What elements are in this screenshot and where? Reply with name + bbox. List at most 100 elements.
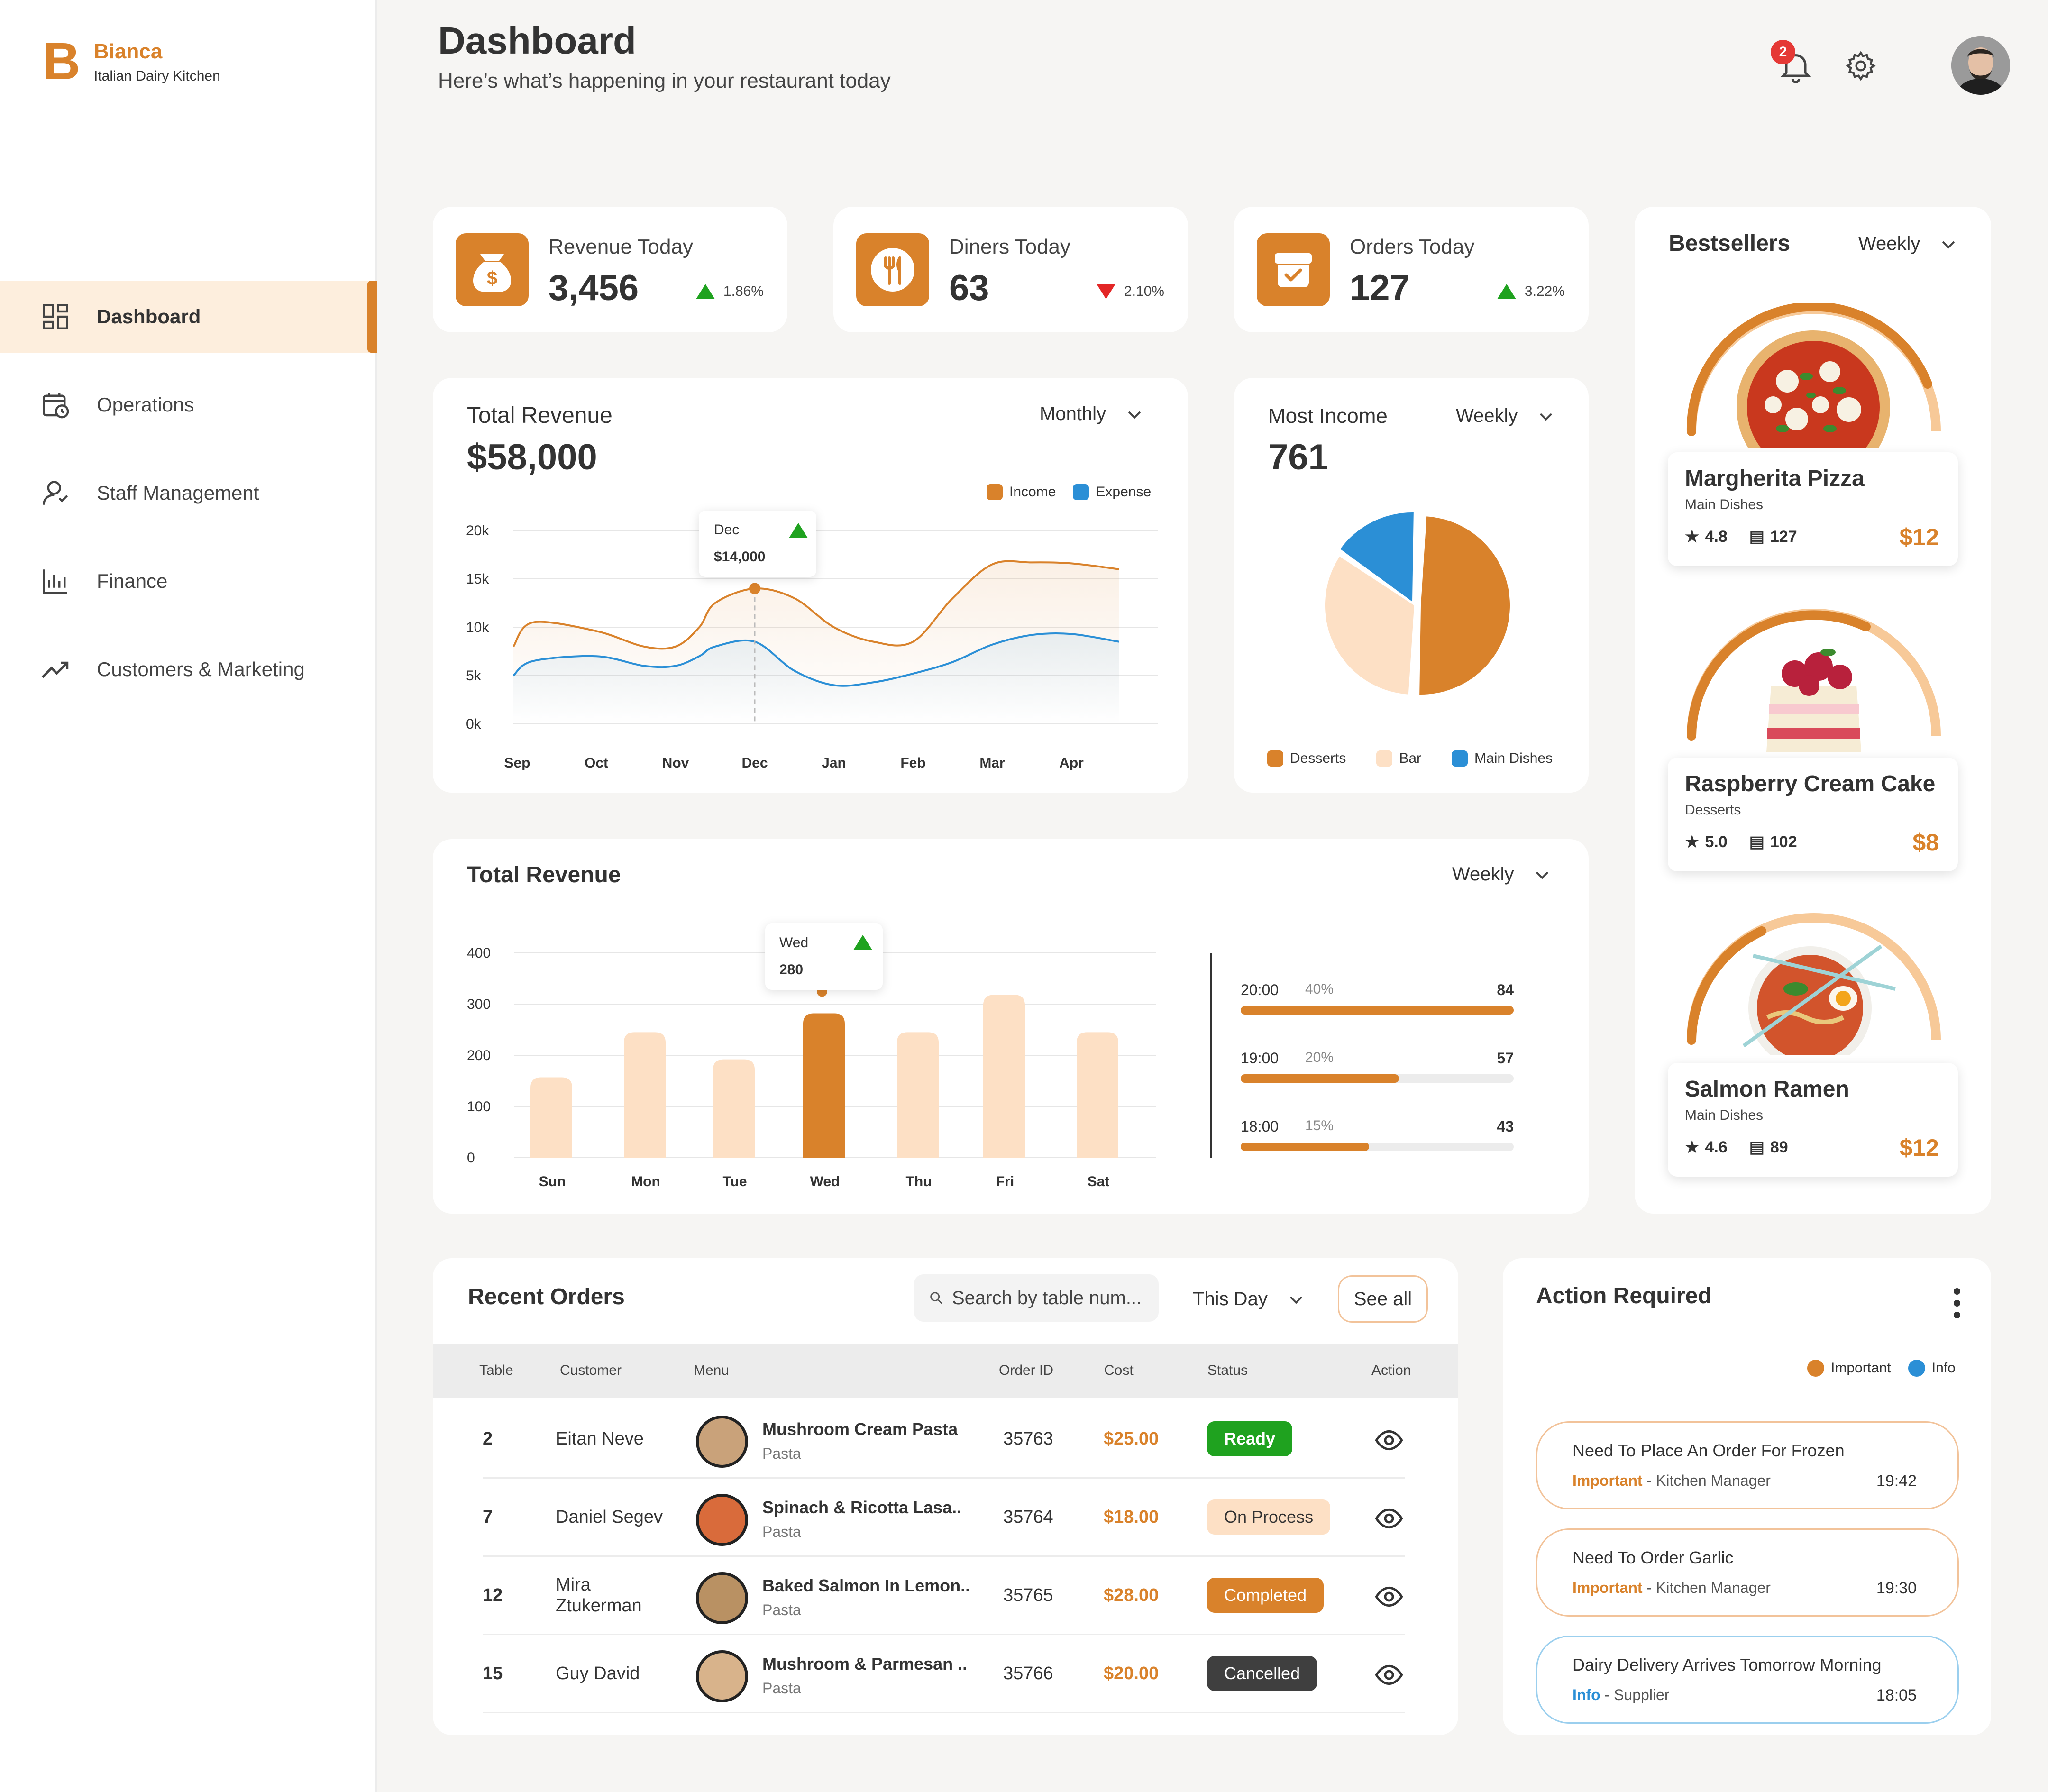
progress-fill: [1241, 1074, 1399, 1083]
bar-thu[interactable]: [897, 1032, 939, 1158]
period-select[interactable]: Weekly: [1858, 233, 1958, 255]
cell-order-id: 35765: [1003, 1585, 1053, 1605]
hour-count: 84: [1497, 981, 1514, 998]
stat-label: Orders Today: [1350, 235, 1475, 258]
legend-swatch-expense: [1073, 484, 1089, 500]
pizza-image: [1737, 330, 1890, 448]
hour-label: 20:00: [1241, 981, 1279, 998]
cake-image: [1766, 649, 1861, 752]
arrow-up-icon: [789, 523, 808, 538]
cell-table: 12: [483, 1585, 503, 1605]
bar-mon[interactable]: [624, 1032, 666, 1158]
pie-slice-main-dishes[interactable]: [1340, 512, 1414, 602]
stat-change: 1.86%: [695, 283, 764, 300]
bar-tue[interactable]: [713, 1059, 755, 1158]
eye-icon[interactable]: [1374, 1660, 1404, 1690]
bar-wed[interactable]: [803, 1013, 845, 1158]
pie-slice-bar[interactable]: [1325, 556, 1414, 695]
legend-label-desserts: Desserts: [1290, 750, 1346, 766]
arrow-up-icon: [1497, 284, 1516, 299]
bestseller-meta: ★ 4.8 ▤ 127: [1685, 527, 1797, 546]
sidebar-item-finance[interactable]: Finance: [0, 545, 377, 617]
bestseller-item[interactable]: Salmon Ramen Main Dishes ★ 4.6 ▤ 89 $12: [1668, 1063, 1958, 1177]
menu-item-category: Pasta: [762, 1680, 801, 1697]
popularity-arc: [1687, 609, 1941, 741]
bar-chart-icon: [40, 566, 71, 597]
sidebar-item-staff-management[interactable]: Staff Management: [0, 457, 377, 529]
orders-period-select[interactable]: This Day: [1193, 1289, 1306, 1310]
x-tick-label: Sun: [539, 1174, 566, 1189]
eye-icon[interactable]: [1374, 1503, 1404, 1534]
period-select[interactable]: Weekly: [1456, 405, 1555, 427]
action-item[interactable]: Dairy Delivery Arrives Tomorrow Morning I…: [1536, 1636, 1959, 1724]
bar-sun[interactable]: [530, 1077, 572, 1158]
hour-count: 43: [1497, 1118, 1514, 1135]
card-title: Action Required: [1536, 1283, 1712, 1308]
recent-orders-card: [433, 1258, 1458, 1735]
bar-fri[interactable]: [983, 995, 1025, 1158]
legend-dot-important: [1807, 1360, 1824, 1377]
more-options-icon[interactable]: [1952, 1287, 1962, 1320]
bestseller-item[interactable]: Margherita Pizza Main Dishes ★ 4.8 ▤ 127 $…: [1668, 452, 1958, 566]
period-select-value: This Day: [1193, 1289, 1268, 1309]
menu-item-name: Mushroom Cream Pasta: [762, 1419, 958, 1439]
y-tick-label: 200: [467, 1048, 491, 1063]
x-tick-label: Tue: [722, 1174, 747, 1189]
table-row[interactable]: 2 Eitan Neve Mushroom Cream Pasta Pasta 3576…: [483, 1400, 1405, 1479]
action-meta: Important - Kitchen Manager: [1573, 1579, 1771, 1597]
column-header: Order ID: [999, 1362, 1054, 1378]
sidebar-item-operations[interactable]: Operations: [0, 369, 377, 441]
divider: [1210, 953, 1212, 1158]
series-line-expense[interactable]: [512, 632, 1119, 687]
gear-icon[interactable]: [1844, 49, 1877, 82]
action-tag: Info: [1573, 1686, 1600, 1703]
legend-label-important: Important: [1831, 1360, 1891, 1376]
x-tick-label: Dec: [741, 755, 768, 771]
bestseller-item[interactable]: Raspberry Cream Cake Desserts ★ 5.0 ▤ 102 …: [1668, 758, 1958, 871]
table-row[interactable]: 7 Daniel Segev Spinach & Ricotta Lasa.. Pas…: [483, 1479, 1405, 1557]
search-input[interactable]: Search by table num...: [914, 1274, 1159, 1322]
diners-today-card: Diners Today 63 2.10%: [833, 207, 1188, 332]
trend-up-icon: [40, 654, 71, 685]
pie-legend: Desserts Bar Main Dishes: [1267, 750, 1553, 767]
sidebar-item-customers-marketing[interactable]: Customers & Marketing: [0, 633, 377, 705]
x-tick-label: Nov: [662, 755, 689, 771]
bestseller-meta: ★ 4.6 ▤ 89: [1685, 1138, 1788, 1157]
progress-fill: [1241, 1006, 1514, 1015]
y-tick-label: 0k: [466, 716, 482, 732]
bar-sat[interactable]: [1077, 1032, 1118, 1158]
popularity-arc: [1686, 303, 1941, 436]
orders-icon: ▤: [1749, 528, 1765, 546]
search-placeholder: Search by table num...: [952, 1287, 1142, 1308]
sidebar-item-label: Customers & Marketing: [97, 658, 305, 680]
eye-icon[interactable]: [1374, 1582, 1404, 1612]
sidebar-item-dashboard[interactable]: Dashboard: [0, 281, 377, 353]
card-title: Total Revenue: [467, 862, 621, 887]
series-line-income[interactable]: [512, 560, 1119, 650]
star-icon: ★: [1685, 833, 1700, 851]
table-row[interactable]: 12 Mira Ztukerman Baked Salmon In Lemon.. Pa…: [483, 1557, 1405, 1635]
data-point-marker[interactable]: [749, 583, 760, 594]
pie-slice-desserts[interactable]: [1419, 516, 1510, 695]
legend-label-main-dishes: Main Dishes: [1474, 750, 1553, 766]
x-tick-label: Jan: [822, 755, 846, 771]
sidebar-nav: Dashboard Operations Staff Management Fi…: [0, 281, 377, 722]
avatar[interactable]: [1951, 36, 2010, 95]
bestsellers-card: Bestsellers Weekly Margherita Pizza Main…: [1635, 207, 1991, 1214]
legend-label-expense: Expense: [1096, 484, 1152, 500]
bestseller-price: $8: [1912, 829, 1939, 856]
period-select[interactable]: Monthly: [1040, 403, 1144, 425]
period-select[interactable]: Weekly: [1452, 864, 1552, 885]
table-row[interactable]: 15 Guy David Mushroom & Parmesan .. Pasta 35…: [483, 1635, 1405, 1713]
chevron-down-icon: [1540, 413, 1553, 421]
eye-icon[interactable]: [1374, 1425, 1404, 1455]
action-title: Need To Order Garlic: [1573, 1548, 1734, 1567]
chevron-down-icon: [1289, 1296, 1302, 1304]
y-tick-label: 400: [467, 945, 491, 961]
action-item[interactable]: Need To Order Garlic Important - Kitchen …: [1536, 1528, 1959, 1617]
action-time: 18:05: [1876, 1686, 1917, 1704]
cutlery-icon: [856, 233, 929, 306]
action-item[interactable]: Need To Place An Order For Frozen Importa…: [1536, 1421, 1959, 1509]
brand[interactable]: B Bianca Italian Dairy Kitchen: [43, 36, 220, 88]
see-all-button[interactable]: See all: [1338, 1275, 1428, 1323]
